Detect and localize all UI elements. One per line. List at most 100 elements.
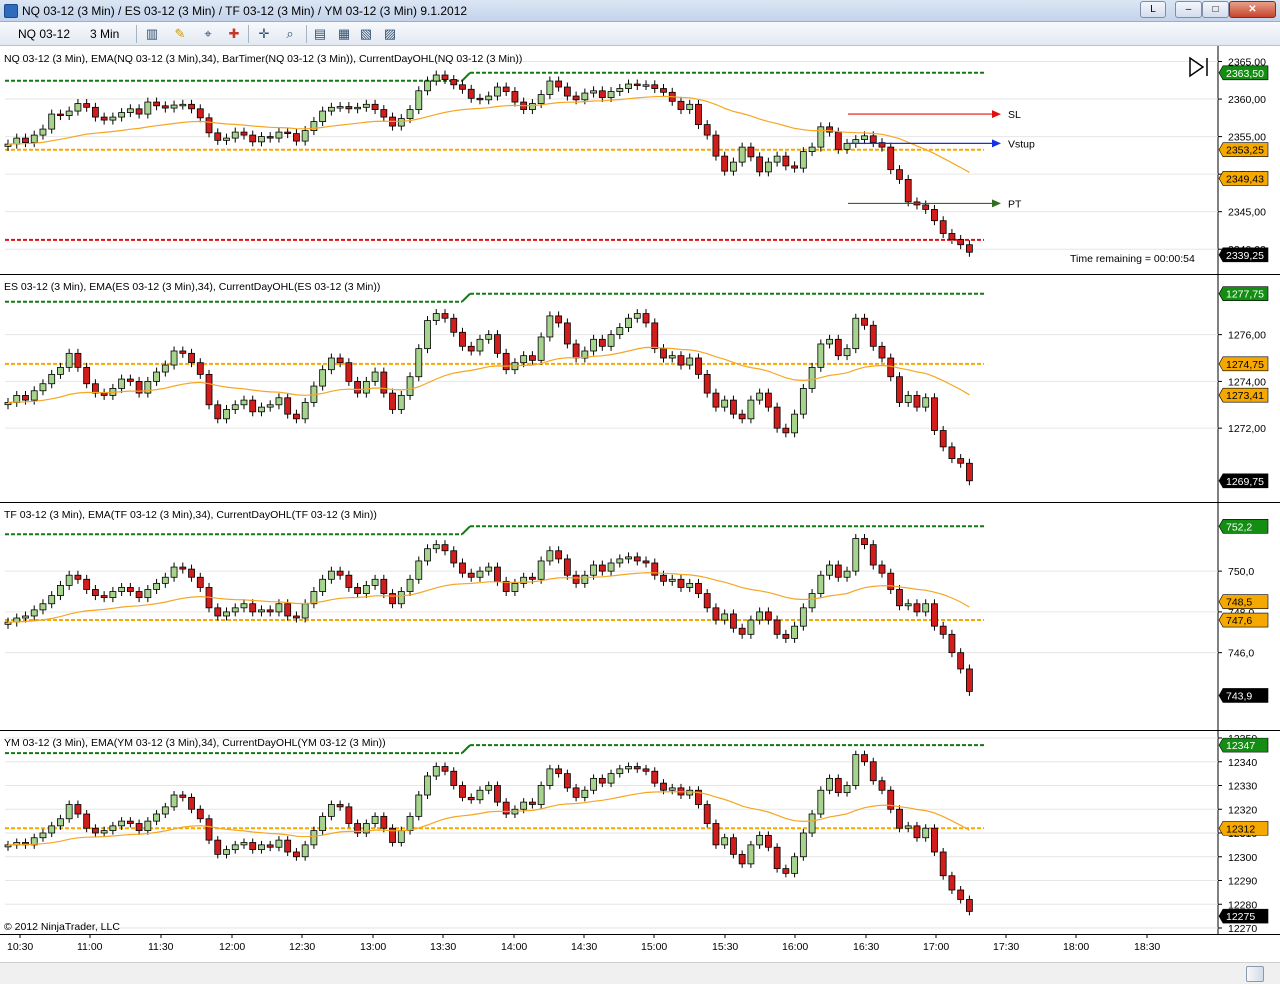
price-badge-label: 1274,75 — [1226, 359, 1264, 371]
up-candle — [153, 813, 160, 822]
high-step-line — [461, 292, 471, 303]
link-button[interactable]: L — [1140, 1, 1166, 18]
up-candle — [852, 317, 860, 350]
price-badge-label: 1273,41 — [1226, 390, 1264, 402]
candlestick-icon[interactable]: ▥ — [145, 26, 159, 41]
down-candle — [896, 376, 903, 403]
window-title-bar[interactable]: NQ 03-12 (3 Min) / ES 03-12 (3 Min) / TF… — [0, 0, 1280, 22]
minimize-button[interactable]: – — [1175, 1, 1202, 18]
down-candle — [931, 827, 938, 853]
down-candle — [92, 383, 99, 394]
up-candle — [65, 352, 73, 368]
interval-selector[interactable]: 3 Min — [90, 27, 120, 41]
down-candle — [957, 652, 965, 670]
down-candle — [196, 576, 204, 588]
up-candle — [153, 582, 160, 590]
crosshair-icon[interactable]: ✛ — [258, 26, 270, 41]
down-candle — [293, 413, 300, 420]
up-candle — [310, 830, 318, 846]
down-candle — [161, 105, 169, 109]
up-candle — [319, 110, 327, 122]
up-candle — [362, 823, 370, 834]
down-candle — [887, 572, 895, 590]
down-candle — [931, 397, 938, 431]
close-button[interactable]: ✕ — [1229, 1, 1276, 18]
up-candle — [686, 582, 694, 588]
down-candle — [966, 668, 973, 692]
up-candle — [520, 576, 528, 584]
up-candle — [397, 591, 405, 605]
price-badge — [1218, 65, 1269, 81]
up-candle — [144, 820, 152, 832]
down-candle — [966, 899, 973, 912]
up-candle — [424, 80, 431, 92]
pin-icon[interactable]: ✚ — [228, 26, 240, 41]
up-candle — [397, 830, 405, 843]
indicators-icon[interactable]: ▦ — [337, 26, 351, 41]
down-candle — [380, 371, 388, 394]
down-candle — [441, 313, 449, 319]
maximize-button[interactable]: □ — [1202, 1, 1229, 18]
horizontal-scrollbar[interactable] — [0, 962, 1280, 984]
high-step-line — [461, 525, 471, 536]
down-candle — [563, 773, 571, 789]
down-candle — [660, 348, 667, 359]
up-candle — [397, 118, 405, 127]
properties-icon[interactable]: ▤ — [313, 26, 327, 41]
time-axis-label: 10:30 — [7, 941, 33, 953]
up-candle — [118, 378, 126, 389]
price-badge-label: 1277,75 — [1226, 289, 1264, 301]
down-candle — [896, 808, 903, 829]
down-candle — [100, 595, 108, 599]
up-candle — [30, 609, 38, 617]
up-candle — [223, 137, 230, 141]
price-badge-label: 2349,43 — [1226, 173, 1264, 185]
down-candle — [502, 352, 510, 371]
down-candle — [214, 404, 222, 420]
up-candle — [485, 566, 493, 572]
chart-canvas[interactable]: 2365,002360,002355,002350,002345,002340,… — [0, 46, 1280, 962]
down-candle — [869, 324, 877, 347]
down-candle — [730, 837, 737, 855]
pencil-icon[interactable]: ✎ — [174, 26, 186, 41]
down-candle — [651, 322, 659, 350]
price-axis-label: 1272,00 — [1228, 423, 1266, 435]
down-candle — [948, 633, 956, 654]
up-candle — [74, 103, 82, 112]
up-candle — [170, 350, 178, 366]
price-axis-label: 2355,00 — [1228, 132, 1266, 144]
down-candle — [74, 804, 82, 815]
up-candle — [791, 413, 798, 434]
up-candle — [371, 815, 379, 824]
up-candle — [327, 106, 335, 112]
drawing-tool-icon[interactable]: ⌖ — [204, 26, 212, 41]
up-candle — [258, 136, 265, 143]
down-candle — [861, 538, 868, 546]
price-badge-label: 752,2 — [1226, 521, 1252, 533]
price-axis-label: 2360,00 — [1228, 94, 1266, 106]
down-candle — [266, 844, 274, 848]
data-box-icon[interactable]: ▨ — [383, 26, 397, 41]
up-candle — [179, 103, 187, 107]
copyright-label: © 2012 NinjaTrader, LLC — [4, 921, 120, 933]
down-candle — [345, 106, 353, 110]
strategies-icon[interactable]: ▧ — [359, 26, 373, 41]
up-candle — [817, 789, 825, 815]
chart-area[interactable]: 2365,002360,002355,002350,002345,002340,… — [0, 46, 1280, 962]
up-candle — [100, 830, 108, 834]
up-candle — [362, 103, 370, 108]
up-candle — [904, 825, 912, 829]
up-candle — [275, 397, 283, 406]
zoom-icon[interactable]: ⌕ — [286, 26, 294, 41]
up-candle — [362, 585, 370, 594]
down-candle — [572, 787, 580, 798]
down-candle — [92, 589, 99, 597]
scrollbar-thumb[interactable] — [1246, 966, 1264, 982]
down-candle — [887, 357, 895, 378]
down-candle — [913, 825, 921, 839]
up-candle — [258, 844, 265, 851]
instrument-selector[interactable]: NQ 03-12 — [18, 27, 71, 41]
down-candle — [695, 103, 702, 125]
down-candle — [345, 362, 353, 382]
down-candle — [354, 380, 362, 394]
